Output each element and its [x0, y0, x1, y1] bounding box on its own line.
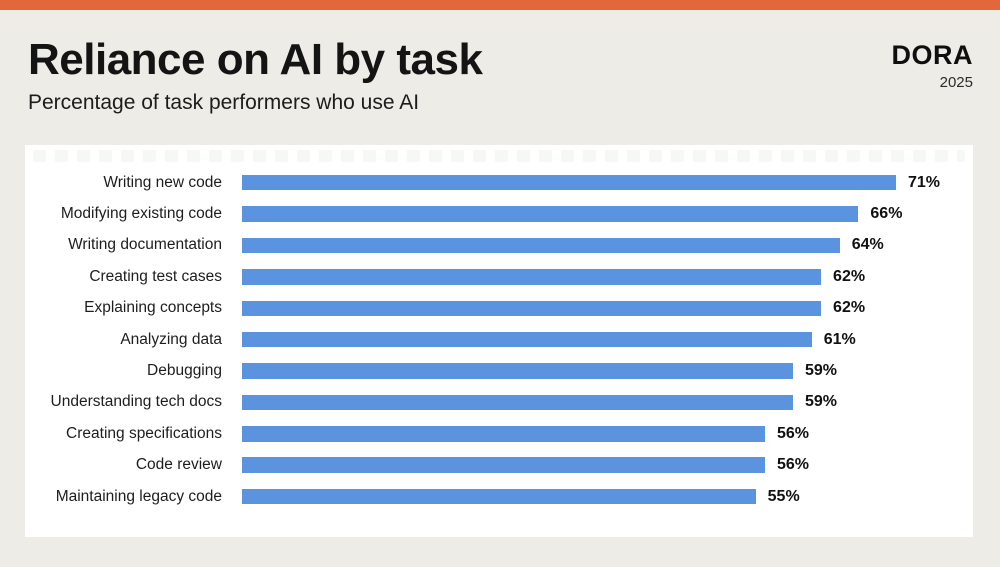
category-label: Creating test cases	[89, 267, 222, 285]
value-label: 66%	[870, 205, 903, 223]
bar-track: 56%	[242, 450, 940, 481]
top-accent-bar	[0, 0, 1000, 10]
value-label: 59%	[805, 362, 838, 380]
category-label: Writing new code	[103, 173, 222, 191]
bar-chart: Writing new code 71% Modifying existing co…	[25, 167, 940, 512]
faded-watermark-strip	[33, 150, 965, 162]
value-label: 56%	[777, 456, 810, 474]
table-row: Debugging 59%	[25, 355, 940, 386]
category-label: Creating specifications	[66, 424, 222, 442]
bar	[242, 363, 793, 379]
value-label: 55%	[767, 487, 800, 505]
bar-track: 59%	[242, 387, 940, 418]
bar	[242, 488, 756, 505]
value-label: 62%	[833, 299, 866, 317]
value-label: 62%	[833, 267, 866, 285]
value-label: 59%	[805, 393, 838, 411]
table-row: Writing documentation 64%	[25, 230, 940, 261]
table-row: Writing new code 71%	[25, 167, 940, 198]
category-label: Explaining concepts	[84, 299, 222, 317]
bar-track: 61%	[242, 324, 940, 355]
brand-block: DORA 2025	[891, 40, 974, 92]
table-row: Modifying existing code 66%	[25, 198, 940, 229]
page-title: Reliance on AI by task	[28, 35, 483, 84]
bar	[242, 269, 822, 285]
table-row: Analyzing data 61%	[25, 324, 940, 355]
bar	[242, 457, 765, 473]
table-row: Explaining concepts 62%	[25, 293, 940, 324]
value-label: 61%	[823, 330, 856, 348]
bar-track: 55%	[242, 481, 940, 512]
bar	[242, 426, 765, 442]
bar-track: 66%	[242, 198, 940, 229]
value-label: 56%	[777, 424, 810, 442]
table-row: Maintaining legacy code 55%	[25, 481, 940, 512]
category-label: Maintaining legacy code	[55, 487, 222, 505]
page-subtitle: Percentage of task performers who use AI	[28, 91, 420, 115]
chart-card: Writing new code 71% Modifying existing co…	[25, 145, 973, 537]
category-label: Analyzing data	[120, 330, 222, 348]
bar-track: 64%	[242, 230, 940, 261]
bar	[242, 394, 793, 411]
bar-track: 62%	[242, 293, 940, 324]
table-row: Code review 56%	[25, 450, 940, 481]
category-label: Code review	[135, 456, 222, 474]
category-label: Understanding tech docs	[50, 393, 222, 411]
category-label: Debugging	[147, 362, 222, 380]
bar	[242, 331, 812, 348]
dora-logo: DORA	[891, 40, 973, 70]
table-row: Creating specifications 56%	[25, 418, 940, 449]
bar	[242, 300, 822, 316]
table-row: Creating test cases 62%	[25, 261, 940, 292]
bar	[242, 206, 859, 222]
page-header: Reliance on AI by task Percentage of tas…	[28, 35, 728, 115]
category-label: Modifying existing code	[60, 205, 222, 223]
bar-track: 71%	[242, 167, 940, 198]
table-row: Understanding tech docs 59%	[25, 387, 940, 418]
bar-track: 62%	[242, 261, 940, 292]
bar-track: 56%	[242, 418, 940, 449]
bar	[242, 174, 896, 191]
brand-year: 2025	[939, 74, 973, 91]
bar	[242, 237, 840, 254]
value-label: 64%	[851, 236, 884, 254]
category-label: Writing documentation	[68, 236, 222, 254]
value-label: 71%	[907, 173, 940, 191]
bar-track: 59%	[242, 355, 940, 386]
